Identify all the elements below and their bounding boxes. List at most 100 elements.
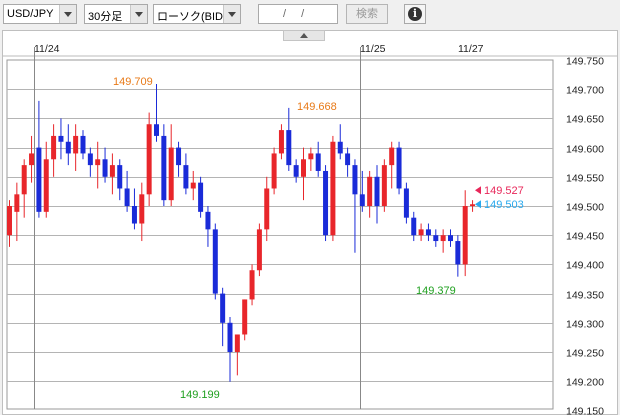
candle-body xyxy=(124,188,130,206)
candle-body xyxy=(278,130,284,154)
y-tick-label: 149.600 xyxy=(566,144,604,156)
date-input[interactable]: / / xyxy=(258,4,338,24)
candle-body xyxy=(95,159,101,166)
collapse-toggle-button[interactable] xyxy=(283,30,325,41)
y-tick-label: 149.400 xyxy=(566,260,604,272)
price-annotation: 149.709 xyxy=(113,76,153,88)
candle-body xyxy=(190,182,196,189)
search-button[interactable]: 検索 xyxy=(346,4,388,24)
y-tick-label: 149.250 xyxy=(566,348,604,360)
candle-body xyxy=(80,135,86,154)
candle-body xyxy=(198,182,204,212)
candle-body xyxy=(389,147,395,166)
candle-body xyxy=(381,165,387,206)
info-icon: i xyxy=(408,7,422,21)
candle-body xyxy=(205,211,211,230)
candle-body xyxy=(374,176,380,206)
date-label: 11/27 xyxy=(458,43,484,55)
currency-pair-value: USD/JPY xyxy=(7,8,54,20)
y-tick-label: 149.700 xyxy=(566,85,604,97)
date-label: 11/25 xyxy=(360,43,386,55)
y-tick-label: 149.550 xyxy=(566,173,604,185)
candle-body xyxy=(315,153,321,171)
candle-body xyxy=(146,124,152,195)
toolbar: USD/JPY 30分足 ローソク(BID) / / 検索 i xyxy=(0,0,620,30)
candle-body xyxy=(396,147,402,189)
candle-body xyxy=(367,176,373,206)
interval-select[interactable]: 30分足 xyxy=(84,4,148,24)
plot-area xyxy=(6,59,554,410)
price-annotation: 149.199 xyxy=(180,389,220,401)
candle-body xyxy=(58,135,64,142)
candle-body xyxy=(448,235,453,242)
bid-marker-label: 149.527 xyxy=(484,185,524,197)
candle-body xyxy=(87,153,93,166)
date-label: 11/24 xyxy=(34,43,60,55)
candle-body xyxy=(308,153,314,160)
candle-body xyxy=(65,141,71,154)
candle-body xyxy=(440,235,446,242)
candle-body xyxy=(43,159,49,212)
candle-body xyxy=(102,159,108,177)
candle-body xyxy=(161,135,167,201)
y-tick-label: 149.450 xyxy=(566,231,604,243)
chart-kind-value: ローソク(BID) xyxy=(157,11,227,23)
candle-body xyxy=(425,229,431,236)
candle-body xyxy=(286,130,292,166)
candle-body xyxy=(168,147,174,201)
candle-body xyxy=(227,322,233,352)
candle-body xyxy=(301,159,306,177)
candle-body xyxy=(330,141,336,236)
candle-body xyxy=(117,165,123,189)
ask-marker-icon xyxy=(475,200,481,209)
chevron-down-icon[interactable] xyxy=(59,5,76,23)
candle-body xyxy=(418,229,424,236)
candle-body xyxy=(131,206,137,224)
y-tick-label: 149.200 xyxy=(566,377,604,389)
candle-body xyxy=(433,235,439,242)
candle-body xyxy=(7,206,12,236)
candle-body xyxy=(154,124,159,136)
candle-body xyxy=(411,217,417,236)
candle-body xyxy=(337,141,343,154)
y-tick-label: 149.350 xyxy=(566,290,604,302)
price-annotation: 149.379 xyxy=(416,285,456,297)
candle-body xyxy=(139,194,145,224)
candle-body xyxy=(21,165,27,195)
candle-body xyxy=(271,153,277,189)
candle-body xyxy=(462,206,468,265)
candle-body xyxy=(256,229,262,271)
candle-body xyxy=(455,241,461,265)
candle-body xyxy=(403,188,409,218)
candle-body xyxy=(234,334,240,352)
candle-body xyxy=(293,165,299,177)
candle-body xyxy=(73,135,79,154)
candle-body xyxy=(220,293,226,323)
candle-body xyxy=(345,153,351,166)
candle-body xyxy=(212,229,218,294)
candle-body xyxy=(323,170,329,236)
info-button[interactable]: i xyxy=(404,4,426,24)
chart-kind-select[interactable]: ローソク(BID) xyxy=(153,4,241,24)
candle-body xyxy=(249,270,255,300)
candle-body xyxy=(470,204,476,206)
y-tick-label: 149.650 xyxy=(566,114,604,126)
candle-body xyxy=(36,147,42,212)
candle-body xyxy=(14,194,20,212)
y-tick-label: 149.150 xyxy=(566,406,604,415)
interval-value: 30分足 xyxy=(88,11,123,23)
candle-body xyxy=(359,194,365,206)
currency-pair-select[interactable]: USD/JPY xyxy=(3,4,77,24)
chevron-down-icon[interactable] xyxy=(223,5,240,23)
y-tick-label: 149.500 xyxy=(566,202,604,214)
chevron-down-icon[interactable] xyxy=(130,5,147,23)
price-annotation: 149.668 xyxy=(297,101,337,113)
y-tick-label: 149.750 xyxy=(566,56,604,68)
candle-body xyxy=(352,165,358,195)
candle-body xyxy=(109,165,115,177)
candle-body xyxy=(183,165,189,189)
chart-panel xyxy=(2,30,618,415)
candle-body xyxy=(51,135,57,160)
ask-marker-label: 149.503 xyxy=(484,199,524,211)
